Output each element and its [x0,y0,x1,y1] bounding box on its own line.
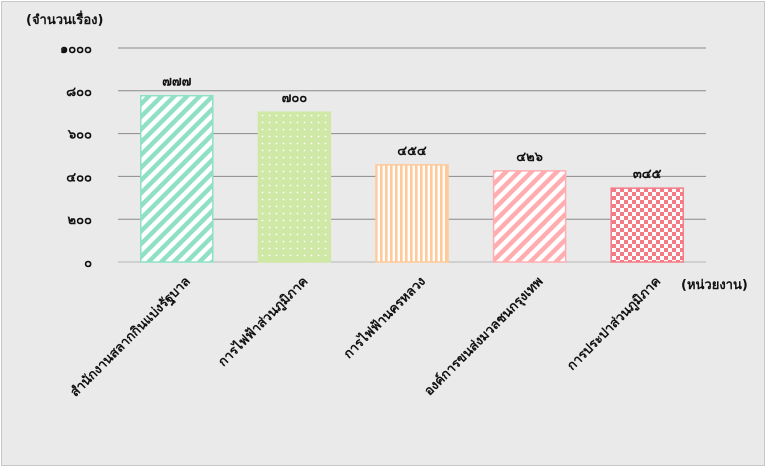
gridlines [118,47,706,263]
y-tick-labels: ๐ ๒๐๐ ๔๐๐ ๖๐๐ ๘๐๐ ๑๐๐๐ [60,42,92,271]
data-label: ๗๗๗ [162,75,192,90]
y-tick-label: ๑๐๐๐ [60,42,92,57]
bar [375,164,449,263]
bar [140,94,214,263]
bars [140,94,684,263]
category-label: การไฟฟ้าส่วนภูมิภาค [214,273,311,370]
category-label: องค์การขนส่งมวลชนกรุงเทพ [421,274,546,399]
category-label: การประปาส่วนภูมิภาค [565,274,665,374]
y-tick-label: ๖๐๐ [67,128,92,143]
data-label: ๔๒๖ [516,150,543,165]
bar [257,111,332,263]
category-label: การไฟฟ้านครหลวง [340,273,429,362]
y-tick-label: ๐ [84,256,92,271]
data-label: ๗๐๐ [282,91,308,106]
bar [492,170,567,263]
category-labels: สำนักงานสลากกินแบ่งรัฐบาล การไฟฟ้าส่วนภูม… [67,273,664,401]
data-label: ๔๕๔ [397,144,427,159]
bar [610,187,684,263]
y-tick-label: ๒๐๐ [68,213,93,228]
data-label: ๓๔๕ [633,167,662,182]
y-axis-label: (จำนวนเรื่อง) [26,10,103,28]
x-axis-label: (หน่วยงาน) [681,278,748,293]
y-tick-label: ๘๐๐ [66,85,92,100]
category-label: สำนักงานสลากกินแบ่งรัฐบาล [67,273,194,400]
y-tick-label: ๔๐๐ [66,170,92,185]
